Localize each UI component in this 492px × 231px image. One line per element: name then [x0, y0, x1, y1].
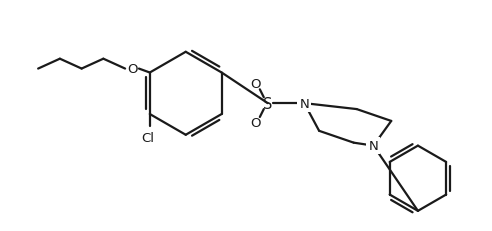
Text: O: O	[250, 117, 261, 130]
Text: Cl: Cl	[141, 132, 154, 145]
Text: N: N	[300, 97, 309, 110]
Text: O: O	[250, 78, 261, 91]
Text: O: O	[127, 63, 137, 76]
Text: N: N	[369, 140, 378, 152]
Text: S: S	[263, 96, 273, 111]
